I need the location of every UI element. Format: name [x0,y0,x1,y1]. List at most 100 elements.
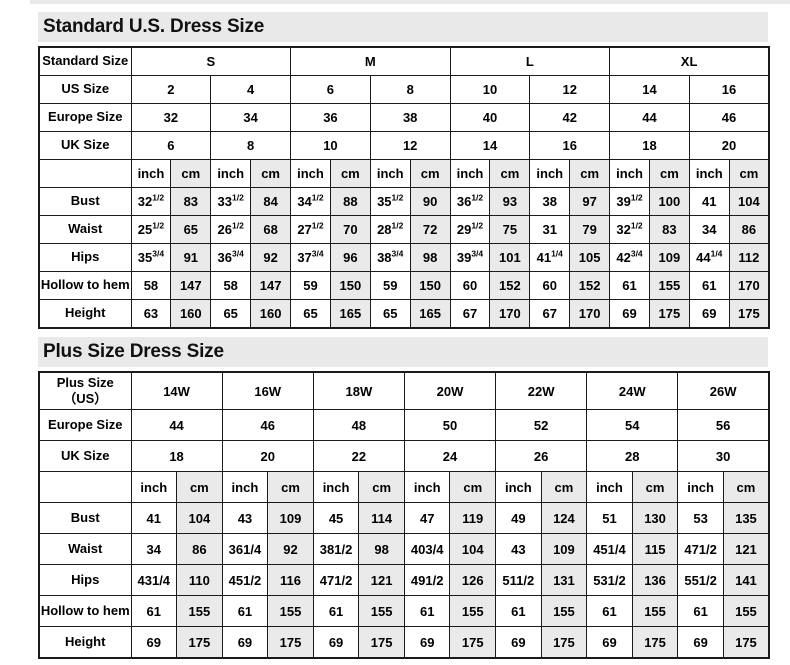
row-label: Europe Size [38,103,132,132]
value-cell: 69 [312,626,360,659]
size-cell: XL [609,46,770,76]
unit-cell: inch [609,159,650,188]
value-cell: 65 [369,299,411,329]
size-cell: 20 [688,131,770,160]
value-cell: 60 [529,271,571,300]
unit-cell: cm [722,471,770,503]
value-cell: 79 [569,215,611,244]
row-label: Waist [38,533,132,565]
unit-cell: cm [631,471,679,503]
measure-row: Height 69 175 69 175 69 175 69 175 69 175 69 175 69 17… [38,626,770,659]
size-cell: 44 [609,103,690,132]
row-label: Height [38,299,132,329]
value-cell: 451/2 [221,564,269,596]
value-cell: 116 [267,564,314,596]
value-cell: 121 [358,564,405,596]
size-row: UK Size 6 8 10 12 14 16 18 20 [38,131,770,160]
size-cell: 18W [312,371,405,410]
size-cell: 16 [688,75,770,104]
value-cell: 353/4 [130,243,172,272]
row-label: Plus Size （US） [38,371,132,410]
unit-cell: inch [130,471,178,503]
value-cell: 491/2 [403,564,451,596]
row-label: Waist [38,215,132,244]
fraction-superscript: 1/2 [311,192,324,203]
value-cell: 61 [403,595,451,627]
size-cell: 28 [586,440,679,472]
value-cell: 61 [221,595,269,627]
value-cell: 90 [409,187,451,216]
size-cell: 48 [312,409,405,441]
size-cell: 24W [586,371,679,410]
value-cell: 63 [130,299,172,329]
value-cell: 58 [210,271,252,300]
value-cell: 98 [409,243,451,272]
value-cell: 155 [722,595,770,627]
value-cell: 175 [449,626,497,659]
value-cell: 119 [449,502,497,534]
value-cell: 43 [495,533,542,565]
value-cell: 471/2 [312,564,360,596]
value-cell: 155 [631,595,679,627]
value-cell: 261/2 [210,215,252,244]
value-cell: 61 [609,271,650,300]
value-cell: 135 [722,502,770,534]
measure-row: Waist 34 86 361/4 92 381/2 98 403/4 104 43 109 451/… [38,533,770,565]
unit-cell: inch [677,471,724,503]
value-cell: 69 [586,626,633,659]
unit-cell: cm [176,471,223,503]
unit-cell: inch [312,471,360,503]
value-cell: 101 [489,243,531,272]
value-cell: 65 [210,299,252,329]
value-cell: 155 [267,595,314,627]
value-cell: 155 [540,595,588,627]
size-cell: 20W [403,371,497,410]
value-cell: 511/2 [495,564,542,596]
size-cell: 18 [130,440,223,472]
value-cell: 97 [569,187,611,216]
row-label: Bust [38,502,132,534]
measure-row: Hollow to hem 61 155 61 155 61 155 61 155 61 155 61… [38,595,770,627]
value-cell: 121 [722,533,770,565]
value-cell: 69 [677,626,724,659]
value-cell: 49 [495,502,542,534]
value-cell: 69 [221,626,269,659]
size-cell: 14 [449,131,531,160]
size-cell: 14 [609,75,690,104]
size-cell: 26W [677,371,770,410]
size-cell: 16W [221,371,314,410]
fraction-superscript: 3/4 [471,248,484,259]
unit-cell: inch [586,471,633,503]
value-cell: 152 [489,271,531,300]
size-cell: 52 [495,409,588,441]
unit-cell: cm [358,471,405,503]
standard-title-band: Standard U.S. Dress Size [38,12,768,42]
value-cell: 59 [290,271,331,300]
value-cell: 65 [290,299,331,329]
size-row: UK Size 18 20 22 24 26 28 30 [38,440,770,472]
fraction-superscript: 3/4 [391,248,404,259]
value-cell: 393/4 [449,243,491,272]
value-cell: 41 [130,502,178,534]
fraction-superscript: 3/4 [232,248,244,259]
unit-cell: cm [569,159,611,188]
unit-cell: cm [250,159,292,188]
row-label [38,159,132,188]
value-cell: 251/2 [130,215,172,244]
top-strip [30,0,790,4]
row-label: UK Size [38,131,132,160]
value-cell: 451/4 [586,533,633,565]
value-cell: 98 [358,533,405,565]
row-label: Bust [38,187,132,216]
unit-cell: cm [329,159,371,188]
size-cell: M [290,46,451,76]
value-cell: 43 [221,502,269,534]
row-label: Hollow to hem [38,595,132,627]
unit-cell: cm [489,159,531,188]
size-cell: 34 [210,103,292,132]
value-cell: 61 [312,595,360,627]
value-cell: 175 [176,626,223,659]
value-cell: 110 [176,564,223,596]
value-cell: 321/2 [609,215,650,244]
value-cell: 45 [312,502,360,534]
